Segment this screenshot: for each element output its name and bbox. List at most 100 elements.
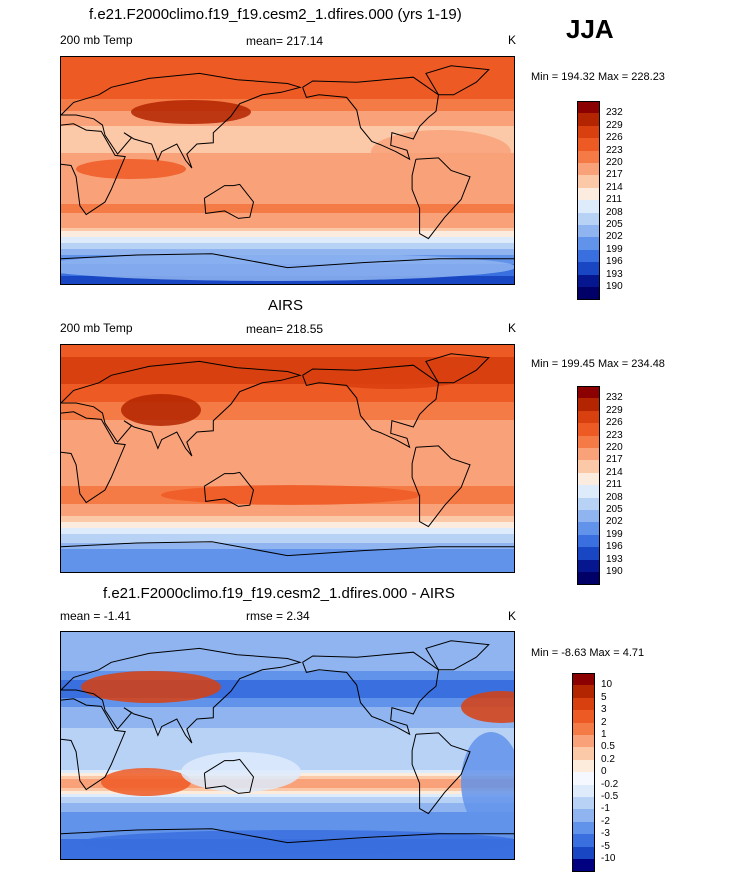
- season-label: JJA: [566, 14, 614, 44]
- field-band: [61, 219, 514, 223]
- field-band: [61, 453, 514, 457]
- field-band: [61, 564, 514, 568]
- field-band: [61, 138, 514, 142]
- colorbar-tick-label: 202: [606, 231, 623, 243]
- field-band: [61, 719, 514, 723]
- colorbar-swatch: [577, 534, 600, 548]
- field-band: [61, 504, 514, 508]
- colorbar-tick-label: -10: [601, 853, 616, 864]
- field-band: [61, 105, 514, 109]
- field-band: [61, 635, 514, 639]
- colorbar-swatch: [572, 697, 595, 711]
- coastline: [203, 471, 255, 507]
- field-band: [61, 471, 514, 475]
- field-band: [61, 201, 514, 205]
- field-band: [61, 528, 514, 532]
- field-band: [61, 456, 514, 460]
- field-band: [61, 704, 514, 708]
- field-band: [61, 731, 514, 735]
- colorbar-swatch: [572, 859, 595, 872]
- colorbar-swatch: [572, 809, 595, 823]
- field-band: [61, 204, 514, 208]
- colorbar-swatch: [577, 472, 600, 486]
- field-band: [61, 857, 514, 859]
- field-band: [61, 414, 514, 418]
- field-band: [61, 213, 514, 217]
- field-feature: [76, 159, 186, 179]
- field-band: [61, 755, 514, 759]
- colorbar-swatch: [577, 510, 600, 523]
- field-band: [61, 429, 514, 433]
- field-band: [61, 662, 514, 666]
- field-band: [61, 231, 514, 235]
- field-band: [61, 417, 514, 421]
- field-band: [61, 555, 514, 559]
- colorbar-tick-label: 220: [606, 442, 623, 453]
- colorbar-tick-label: 226: [606, 417, 623, 429]
- colorbar-tick-label: 211: [606, 479, 622, 491]
- field-band: [61, 426, 514, 430]
- colorbar-tick-label: 193: [606, 553, 623, 565]
- colorbar-tick-label: 211: [606, 194, 622, 206]
- colorbar-swatch: [572, 759, 595, 773]
- field-band: [61, 788, 514, 792]
- panel3-title: f.e21.F2000climo.f19_f19.cesm2_1.dfires.…: [103, 585, 455, 602]
- coastline: [302, 651, 440, 736]
- field-band: [61, 438, 514, 442]
- field-band: [61, 225, 514, 229]
- colorbar-tick-label: 226: [606, 132, 623, 144]
- field-band: [61, 174, 514, 178]
- panel3-minmax: Min = -8.63 Max = 4.71: [531, 647, 645, 659]
- coastline: [203, 758, 255, 794]
- coastline: [61, 123, 126, 216]
- field-feature: [371, 130, 511, 174]
- field-feature: [121, 394, 201, 426]
- field-band: [61, 459, 514, 463]
- field-band: [61, 435, 514, 439]
- colorbar-tick-label: 208: [606, 491, 623, 503]
- field-band: [61, 641, 514, 645]
- field-band: [61, 111, 514, 115]
- field-band: [61, 378, 514, 382]
- field-band: [61, 465, 514, 469]
- field-band: [61, 698, 514, 702]
- field-band: [61, 405, 514, 409]
- colorbar-tick-label: 232: [606, 392, 623, 404]
- field-band: [61, 561, 514, 565]
- field-band: [61, 96, 514, 100]
- field-band: [61, 689, 514, 693]
- field-band: [61, 791, 514, 795]
- field-band: [61, 150, 514, 154]
- field-band: [61, 234, 514, 238]
- panel3-units: K: [508, 609, 517, 623]
- colorbar-swatch: [577, 187, 600, 201]
- field-band: [61, 815, 514, 819]
- colorbar-tick-label: 190: [606, 281, 623, 292]
- field-band: [61, 474, 514, 478]
- colorbar-tick-label: 199: [606, 528, 623, 540]
- colorbar-swatch: [577, 386, 600, 399]
- colorbar-tick-label: 196: [606, 541, 623, 553]
- field-band: [61, 677, 514, 681]
- field-band: [61, 525, 514, 529]
- field-band: [61, 680, 514, 684]
- field-band: [61, 522, 514, 526]
- field-band: [61, 102, 514, 106]
- panel2-units: K: [508, 321, 517, 335]
- field-band: [61, 237, 514, 241]
- colorbar-tick-label: -1: [601, 803, 610, 815]
- colorbar-tick-label: -0.2: [601, 778, 619, 790]
- field-band: [61, 665, 514, 669]
- field-band: [61, 543, 514, 547]
- field-band: [61, 123, 514, 127]
- field-band: [61, 159, 514, 163]
- colorbar-tick-label: 0.2: [601, 753, 615, 765]
- colorbar-tick-label: -2: [601, 815, 610, 827]
- field-band: [61, 351, 514, 355]
- field-feature: [181, 752, 301, 792]
- field-band: [61, 357, 514, 361]
- field-band: [61, 189, 514, 193]
- field-band: [61, 462, 514, 466]
- panel1-map: [60, 56, 515, 285]
- field-feature: [61, 253, 514, 281]
